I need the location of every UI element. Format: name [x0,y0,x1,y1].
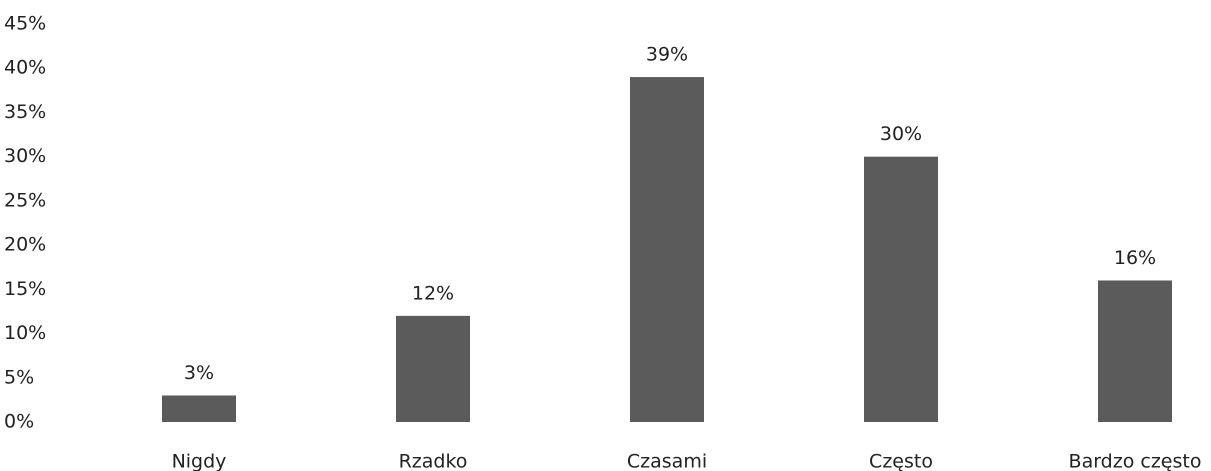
y-tick-label: 0% [4,411,34,433]
y-tick-label: 30% [4,145,46,167]
value-label: 39% [646,44,688,66]
bar [396,315,470,422]
x-tick-label: Bardzo często [1069,451,1202,471]
value-label: 3% [184,362,214,384]
y-tick-label: 10% [4,322,46,344]
bar [1098,280,1172,422]
y-tick-label: 40% [4,57,46,79]
y-tick-label: 5% [4,366,34,388]
value-label: 16% [1114,247,1156,269]
y-tick-label: 35% [4,101,46,123]
y-tick-label: 25% [4,189,46,211]
y-tick-label: 15% [4,278,46,300]
x-tick-label: Czasami [627,451,707,471]
x-tick-label: Rzadko [399,451,468,471]
value-label: 12% [412,282,454,304]
bar [864,156,938,422]
x-tick-label: Nigdy [172,451,227,471]
bar [162,395,236,422]
x-tick-label: Często [869,451,933,471]
bar [630,77,704,423]
y-tick-label: 45% [4,13,46,35]
y-tick-label: 20% [4,234,46,256]
value-label: 30% [880,123,922,145]
